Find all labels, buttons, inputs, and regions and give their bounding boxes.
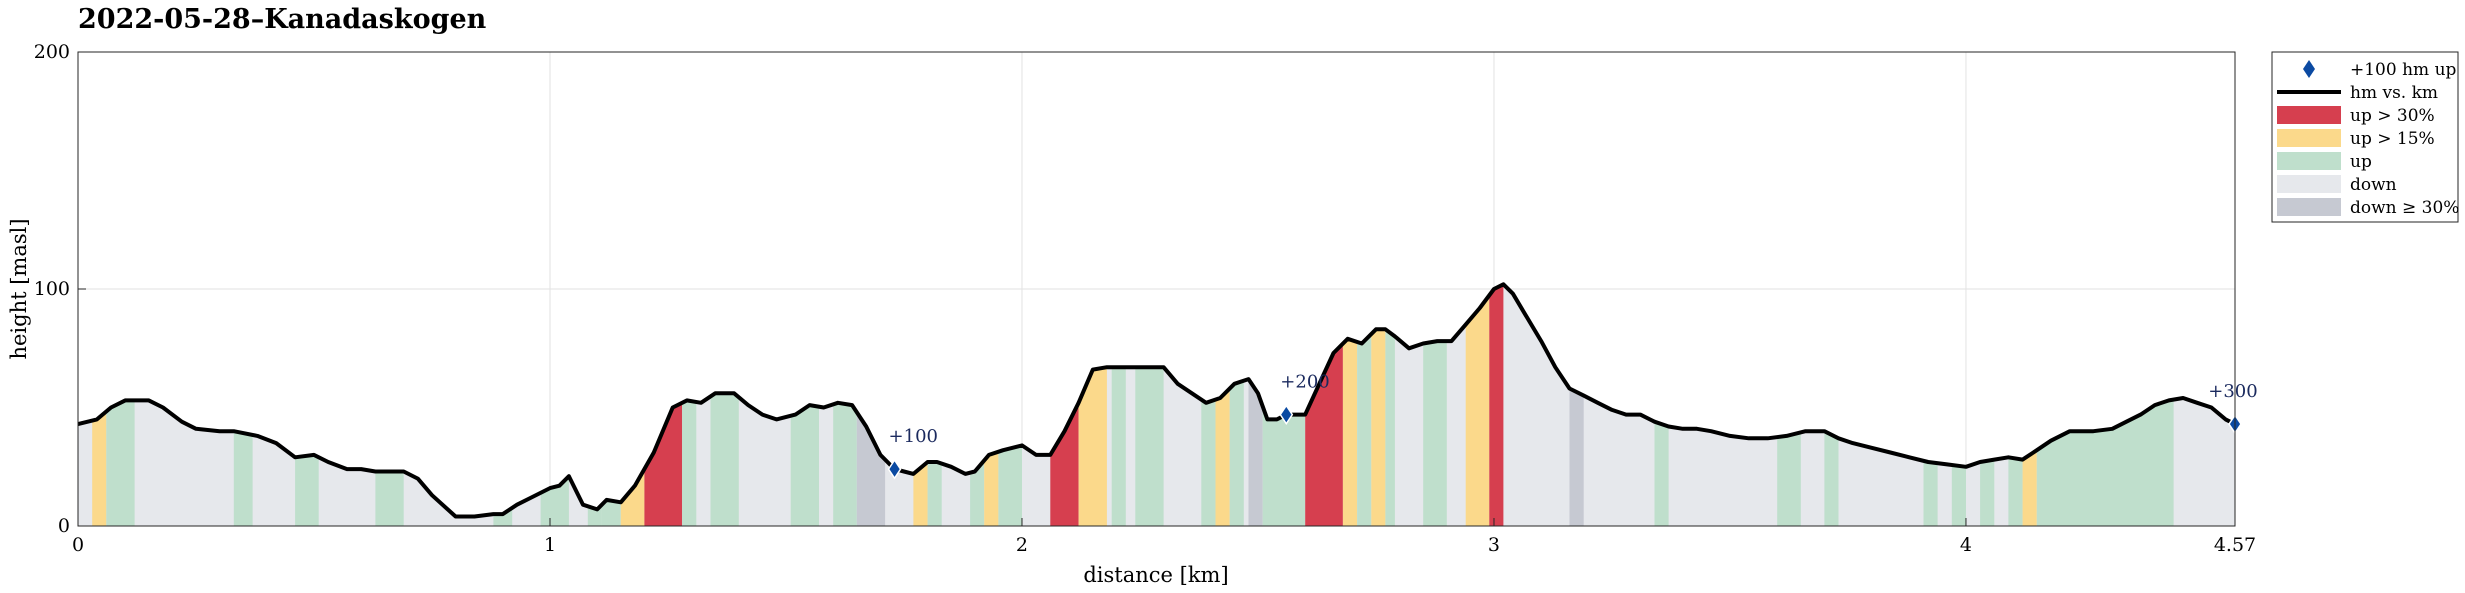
band-up-15 (984, 451, 999, 526)
y-axis-ticks: 0 100 200 (34, 41, 86, 537)
legend-swatch-up-15 (2277, 129, 2341, 147)
band-up-30 (644, 402, 683, 526)
x-tick-label: 4 (1960, 534, 1972, 556)
x-tick-label: 0 (72, 534, 84, 556)
band-up-30 (1305, 343, 1343, 526)
y-axis-label: height [masl] (7, 218, 31, 359)
legend-swatch-down-30 (2277, 198, 2341, 216)
band-up-15 (1371, 329, 1386, 526)
band-up (710, 393, 739, 526)
legend-swatch-up (2277, 152, 2341, 170)
band-up (1385, 329, 1395, 526)
band-down-30 (856, 412, 886, 526)
legend-label: up > 30% (2350, 106, 2435, 126)
legend-label: +100 hm up (2350, 60, 2457, 80)
band-up (833, 402, 857, 526)
band-up (1357, 334, 1372, 526)
legend: +100 hm up hm vs. km up > 30% up > 15% up dow… (2271, 51, 2459, 223)
band-up-15 (2022, 450, 2037, 526)
band-up (295, 454, 319, 526)
band-up (1262, 406, 1306, 526)
band-up (1423, 341, 1447, 526)
band-up-15 (1215, 388, 1230, 526)
x-tick-label: 4.57 (2214, 534, 2256, 556)
marker-label: +300 (2208, 381, 2257, 402)
band-up (2008, 457, 2023, 526)
y-tick-label: 200 (34, 41, 70, 63)
band-up (1951, 465, 1966, 526)
y-tick-label: 100 (34, 278, 70, 300)
band-up-15 (1342, 338, 1358, 526)
marker-point (887, 458, 902, 480)
legend-label: down ≥ 30% (2350, 198, 2459, 218)
x-tick-label: 2 (1016, 534, 1028, 556)
band-up-15 (1078, 367, 1107, 526)
x-tick-label: 3 (1488, 534, 1500, 556)
band-up (1923, 460, 1938, 526)
legend-label: hm vs. km (2350, 83, 2438, 103)
legend-swatch-marker (2303, 60, 2315, 78)
plot-area: +100 +200 +300 (77, 51, 2258, 527)
slope-bands (78, 284, 2235, 526)
band-up (1654, 421, 1669, 526)
legend-swatch-down (2277, 175, 2341, 193)
band-up (1201, 399, 1216, 526)
band-up (375, 471, 404, 526)
band-up (970, 460, 985, 526)
band-up-30 (1050, 402, 1079, 526)
band-up (927, 462, 942, 526)
band-up (998, 445, 1022, 526)
band-up (233, 431, 253, 526)
band-up (1229, 380, 1244, 526)
marker-point (1279, 404, 1294, 425)
band-up-30 (1489, 284, 1504, 526)
band-up (1777, 432, 1801, 526)
band-up-15 (92, 411, 107, 526)
legend-label: up (2350, 152, 2372, 172)
band-up (540, 476, 569, 526)
band-up (1135, 367, 1164, 526)
band-down-30 (1248, 379, 1263, 526)
band-up (790, 405, 819, 526)
legend-label: up > 15% (2350, 129, 2435, 149)
y-tick-label: 0 (58, 515, 70, 537)
band-up (1980, 459, 1995, 526)
x-axis-ticks: 0 1 2 3 4 4.57 (72, 518, 2256, 556)
band-up (682, 400, 697, 526)
band-up (1111, 367, 1126, 526)
x-tick-label: 1 (544, 534, 556, 556)
band-down-30 (1569, 388, 1584, 526)
marker-label: +100 (889, 426, 938, 447)
legend-label: down (2350, 175, 2397, 195)
band-up (1824, 431, 1839, 526)
x-axis-label: distance [km] (1083, 563, 1228, 587)
legend-swatch-up-30 (2277, 106, 2341, 124)
band-up-15 (913, 462, 928, 526)
series-line-hm-vs-km (77, 282, 2236, 519)
band-up (601, 499, 621, 526)
band-up-15 (1465, 295, 1490, 526)
band-up (106, 400, 135, 526)
chart-title: 2022-05-28–Kanadaskogen (78, 4, 487, 35)
marker-label: +200 (1280, 372, 1329, 393)
